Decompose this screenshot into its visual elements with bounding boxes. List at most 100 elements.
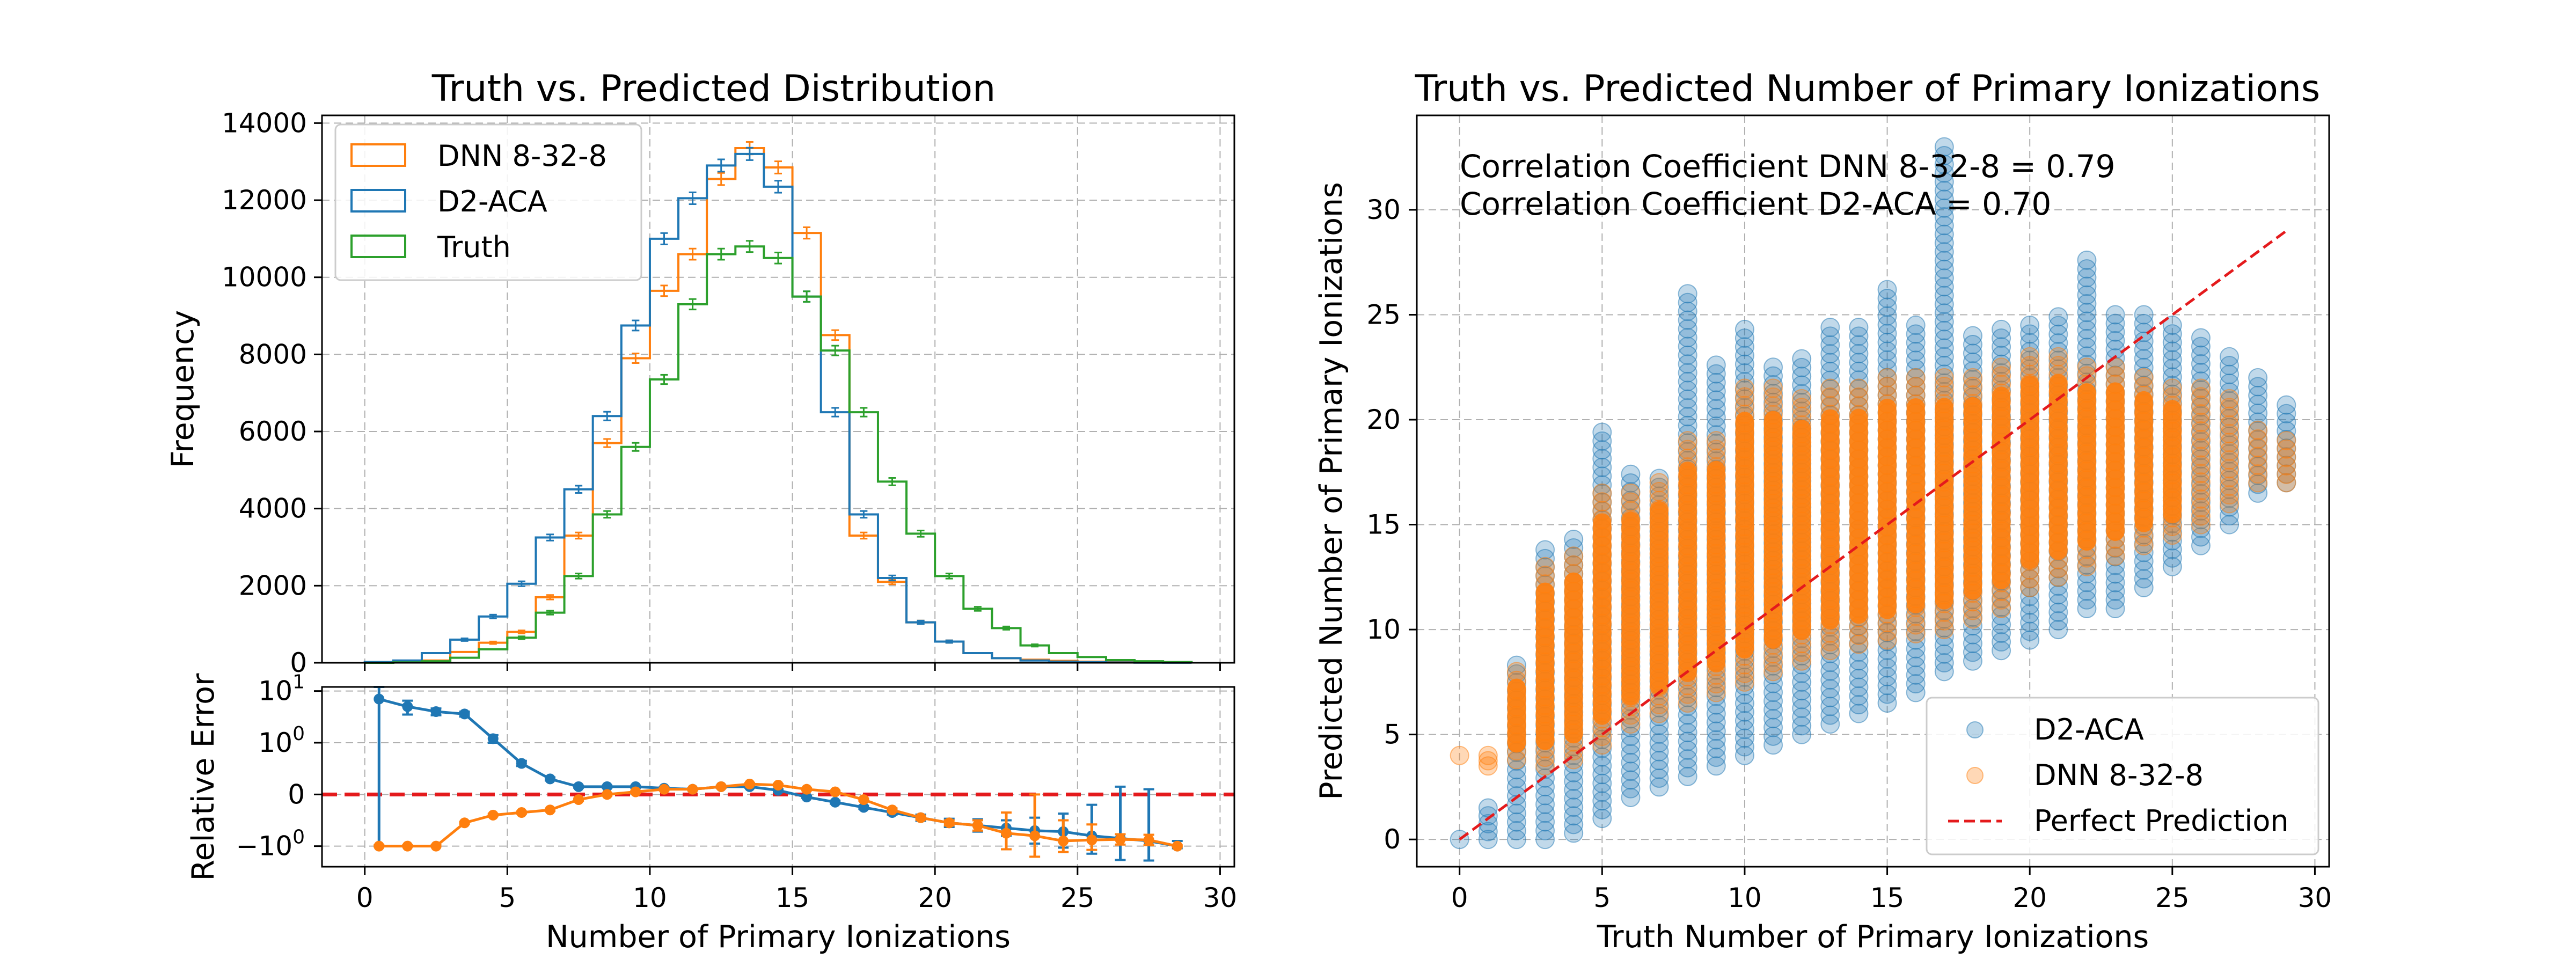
relerr-point-dnn [915,812,926,823]
scatter-point-dnn [2191,464,2211,484]
scatter-xtick-label: 15 [1870,882,1905,913]
legend-swatch-dnn [350,143,406,167]
histogram-legend: DNN 8-32-8 D2-ACA Truth [334,123,642,281]
scatter-point-dnn [1820,378,1840,398]
scatter-point-dnn [1735,378,1754,398]
scatter-point-d2aca [1763,357,1783,377]
scatter-point-dnn [2191,404,2211,424]
relerr-point-dnn [602,789,613,800]
scatter-xtick-label: 30 [2298,882,2332,913]
relerr-point-d2aca [374,693,385,705]
legend-swatch-d2aca [350,189,406,213]
scatter-ytick-label: 30 [1366,194,1401,225]
annotation-correlation-dnn: Correlation Coefficient DNN 8-32-8 = 0.7… [1460,148,2116,185]
scatter-point-d2aca [1592,422,1612,442]
scatter-point-dnn [1992,357,2011,377]
relerr-point-dnn [1058,836,1069,847]
relerr-point-dnn [545,804,555,816]
scatter-point-dnn [1506,662,1526,682]
scatter-ylabel: Predicted Number of Primary Ionizations [1314,182,1349,800]
scatter-dense-band-dnn [1593,513,1612,725]
relerr-xlabel: Number of Primary Ionizations [546,919,1011,955]
relerr-ytick-label: −100 [236,826,305,862]
legend-label-scatter: D2-ACA [2034,713,2144,747]
histogram-ylabel: Frequency [165,310,201,468]
scatter-point-dnn [1478,745,1498,765]
scatter-point-d2aca [2048,307,2068,327]
scatter-dense-band-dnn [1963,397,1982,600]
legend-label-truth: Truth [437,230,511,264]
histogram-step-truth [364,245,1193,664]
relerr-point-dnn [1115,834,1126,845]
scatter-dense-band-dnn [1507,678,1526,753]
relerr-xtick-label: 15 [775,882,810,913]
relerr-point-d2aca [573,781,584,792]
relerr-point-dnn [887,804,898,816]
relerr-xtick-label: 25 [1060,882,1095,913]
relerr-plot-area [322,687,1234,867]
scatter-point-dnn [1678,431,1697,451]
relerr-point-dnn [972,820,983,831]
scatter-point-d2aca [1478,798,1498,818]
scatter-point-d2aca [2162,316,2182,335]
relerr-ytick-label: 0 [288,779,305,810]
relerr-point-d2aca [830,796,841,808]
scatter-point-dnn [1963,368,1982,387]
histogram-panel: Truth vs. Predicted Distribution 0 2000 40… [165,68,1235,678]
relerr-frame [321,686,1235,868]
histogram-ytick-label: 12000 [222,185,307,216]
relerr-point-dnn [573,794,584,805]
scatter-dense-band-dnn [2077,383,2096,551]
scatter-point-d2aca [1820,317,1840,337]
relerr-point-d2aca [430,706,442,717]
relerr-point-d2aca [545,773,555,785]
scatter-point-dnn [2191,506,2211,526]
scatter-legend-box [1926,697,2319,855]
histogram-ytick-label: 2000 [239,570,307,601]
scatter-dense-band-dnn [1764,411,1783,649]
scatter-point-d2aca [1564,529,1584,549]
relerr-ylabel: Relative Error [186,673,221,881]
legend-label-scatter: DNN 8-32-8 [2034,758,2204,792]
scatter-point-d2aca [1849,317,1869,337]
scatter-dense-band-dnn [1536,582,1555,750]
relerr-point-d2aca [516,758,527,769]
scatter-point-d2aca [1535,540,1555,560]
scatter-xlabel: Truth Number of Primary Ionizations [1597,919,2149,955]
scatter-point-d2aca [1963,326,1982,346]
scatter-dense-band-dnn [1650,501,1668,696]
scatter-point-dnn [1621,483,1641,503]
scatter-dense-band-dnn [2021,375,2039,569]
scatter-series [1450,137,2296,850]
scatter-dense-band-dnn [1678,462,1697,682]
scatter-point-d2aca [2191,328,2211,348]
relerr-ytick-label: 101 [258,671,305,707]
scatter-point-d2aca [1934,137,1954,157]
legend-swatch-truth [350,235,406,258]
relerr-point-dnn [487,809,499,821]
scatter-point-dnn [1649,473,1669,493]
scatter-point-d2aca [2220,347,2240,367]
relerr-point-dnn [516,807,527,818]
scatter-point-d2aca [2020,316,2040,335]
scatter-point-d2aca [2134,305,2154,325]
scatter-panel: Truth vs. Predicted Number of Primary Io… [1314,68,2332,955]
scatter-point-dnn [1849,378,1869,398]
scatter-point-d2aca [1906,316,1926,335]
scatter-point-dnn [1763,378,1783,398]
relerr-point-dnn [858,794,869,805]
scatter-dense-band-dnn [1992,386,2011,590]
histogram-ticks: 0 2000 4000 6000 8000 10000 12000 14000 [222,107,1221,678]
annotation-correlation-d2aca: Correlation Coefficient D2-ACA = 0.70 [1460,186,2051,222]
scatter-point-dnn [2105,546,2125,566]
scatter-point-dnn [2191,447,2211,466]
scatter-title: Truth vs. Predicted Number of Primary Io… [1415,68,2321,110]
scatter-ticks: 0 5 10 15 20 25 30 0 5 10 15 20 25 30 [1366,194,2332,913]
relerr-point-dnn [630,786,641,797]
legend-label-d2aca: D2-ACA [437,185,547,218]
scatter-point-dnn [2134,368,2154,387]
scatter-point-dnn [2191,455,2211,475]
scatter-dense-band-dnn [1849,408,1868,624]
histogram-ytick-label: 10000 [222,262,307,293]
